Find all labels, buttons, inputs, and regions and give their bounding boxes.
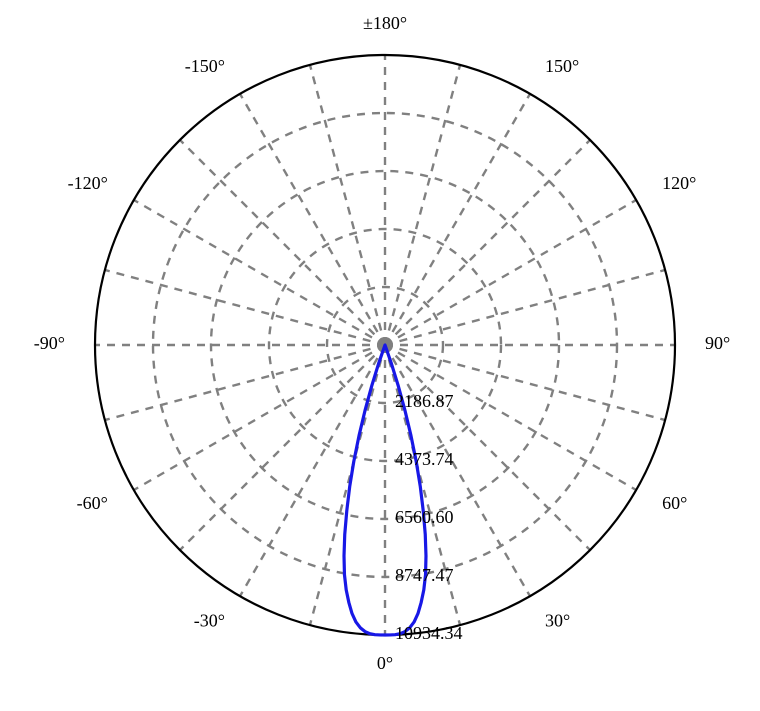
radial-axis-labels: 2186.87 4373.74 6560.60 8747.47 10934.34: [395, 391, 463, 643]
angle-tick-label: 90°: [705, 333, 730, 353]
radial-tick-label: 4373.74: [395, 449, 454, 469]
angle-tick-label: -30°: [194, 610, 225, 630]
angle-tick-label: -120°: [68, 173, 108, 193]
angle-tick-label: -90°: [34, 333, 65, 353]
angle-tick-label: 0°: [377, 653, 393, 673]
radial-tick-label: 8747.47: [395, 565, 454, 585]
angle-tick-label: 150°: [545, 56, 579, 76]
angle-tick-label: 120°: [662, 173, 696, 193]
angle-tick-label: 60°: [662, 493, 687, 513]
angle-tick-label: -150°: [185, 56, 225, 76]
radial-tick-label: 6560.60: [395, 507, 454, 527]
angle-tick-label: 30°: [545, 610, 570, 630]
angle-tick-label: -60°: [77, 493, 108, 513]
angle-tick-label: ±180°: [363, 13, 407, 33]
polar-chart: 2186.87 4373.74 6560.60 8747.47 10934.34 ±18…: [0, 0, 760, 711]
radial-tick-label: 2186.87: [395, 391, 454, 411]
radial-tick-label: 10934.34: [395, 623, 463, 643]
